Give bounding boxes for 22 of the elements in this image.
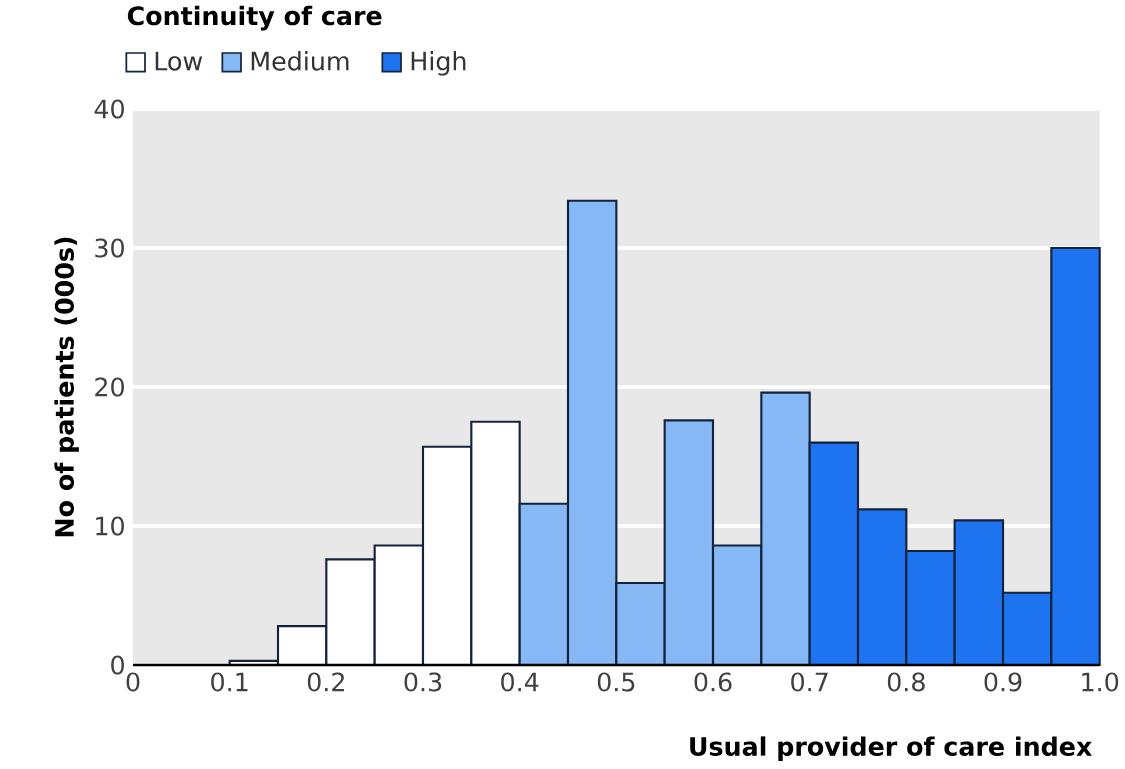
x-tick-label: 0.1 [211,672,248,692]
y-tick-label: 40 [94,99,124,119]
x-tick-label: 0.6 [694,672,732,692]
legend-label: High [411,51,466,76]
x-tick-label: 0.3 [404,672,442,692]
x-tick-label: 0.5 [597,672,635,692]
x-tick-label: 0.2 [307,672,344,692]
y-tick-label: 10 [96,516,124,536]
y-tick-label: 20 [95,377,124,397]
y-tick-label: 0 [111,655,124,675]
x-tick-label: 0.7 [791,672,828,692]
y-tick-label: 30 [95,238,124,258]
legend-label: Low [155,51,203,71]
x-tick-label: 0.8 [887,672,925,692]
legend-title: Continuity of care [127,5,382,31]
x-tick-label: 1.0 [1082,672,1119,692]
x-tick-label: 0.4 [501,672,539,692]
x-tick-label: 0.9 [984,672,1022,692]
x-axis-title: Usual provider of care index [690,736,1092,761]
x-tick-label: 0 [126,672,140,692]
y-axis-title: No of patients (000s) [54,237,79,537]
legend-label: Medium [251,51,349,71]
